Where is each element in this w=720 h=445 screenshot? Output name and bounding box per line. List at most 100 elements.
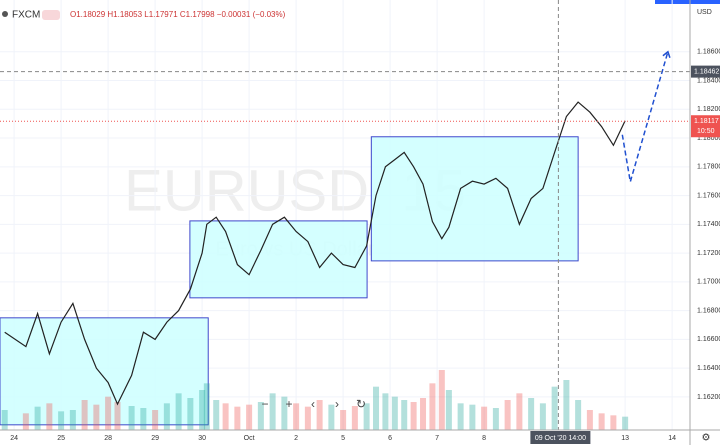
x-tick-label: 29: [151, 435, 159, 442]
volume-bar: [34, 406, 41, 430]
x-tick-label: 8: [482, 435, 486, 442]
volume-bar: [222, 403, 229, 430]
toolbar-button[interactable]: ↻: [356, 397, 366, 411]
volume-bar: [316, 400, 323, 430]
volume-bar: [340, 410, 347, 430]
volume-bar: [93, 404, 100, 430]
volume-bar: [551, 386, 558, 430]
toolbar-button[interactable]: ‹: [311, 397, 315, 411]
range-box: [189, 220, 368, 299]
x-tick-label: 25: [57, 435, 65, 442]
volume-bar: [234, 406, 241, 430]
volume-bar: [257, 402, 264, 430]
x-tick-label: 6: [388, 435, 392, 442]
volume-bar: [187, 398, 194, 430]
range-box: [0, 317, 209, 426]
y-tick-label: 1.18000: [697, 135, 720, 142]
y-tick-label: 1.16600: [697, 336, 720, 343]
volume-bar: [328, 404, 335, 430]
volume-bar: [504, 400, 511, 430]
volume-bar: [269, 393, 276, 430]
volume-bar: [163, 403, 170, 430]
volume-bar: [391, 396, 398, 430]
x-tick-label: 28: [104, 435, 112, 442]
x-tick-label: 14: [668, 435, 676, 442]
crosshair-x-label: 09 Oct '20 14:00: [535, 435, 586, 442]
toolbar-button[interactable]: ›: [335, 397, 339, 411]
x-tick-label: 5: [341, 435, 345, 442]
volume-bar: [114, 402, 121, 430]
volume-bar: [610, 415, 617, 430]
y-tick-label: 1.17400: [697, 221, 720, 228]
last-price-label: 1.18117: [694, 118, 719, 125]
toolbar-button[interactable]: −: [261, 397, 268, 411]
ohlc: O1.18029 H1.18053 L1.17971 C1.17998 −0.0…: [70, 10, 286, 19]
volume-bar: [445, 390, 452, 430]
crosshair-y-label: 1.18462: [694, 68, 719, 75]
y-tick-label: 1.17600: [697, 192, 720, 199]
y-tick-label: 1.17800: [697, 164, 720, 171]
top-strip: [655, 0, 720, 4]
y-tick-label: 1.17200: [697, 250, 720, 257]
toolbar-button[interactable]: +: [285, 397, 292, 411]
countdown: 10:50: [697, 128, 715, 135]
volume-bar: [575, 400, 582, 430]
volume-bar: [58, 411, 65, 430]
y-tick-label: 1.18600: [697, 49, 720, 56]
y-tick-label: 1.17000: [697, 279, 720, 286]
volume-bar: [528, 398, 535, 430]
arrow-head: [662, 50, 671, 59]
volume-bar: [457, 403, 464, 430]
volume-bar: [469, 404, 476, 430]
volume-bar: [492, 408, 499, 430]
volume-bar: [246, 404, 253, 430]
volume-bar: [563, 380, 570, 430]
volume-bar: [539, 403, 546, 430]
range-box: [370, 136, 579, 262]
volume-bar: [363, 403, 370, 430]
y-tick-label: 1.16200: [697, 394, 720, 401]
volume-bar: [293, 403, 300, 430]
badge: [42, 10, 60, 20]
volume-bar: [481, 406, 488, 430]
volume-bar: [429, 383, 436, 430]
last-price-bg: [691, 115, 720, 138]
volume-bar: [420, 398, 427, 430]
volume-bar: [304, 406, 311, 430]
settings-icon[interactable]: ⚙: [702, 433, 711, 444]
volume-bar: [382, 393, 389, 430]
volume-bar: [105, 396, 112, 430]
volume-bar: [175, 393, 182, 430]
symbol: FXCM: [12, 10, 40, 21]
volume-bar: [199, 390, 206, 430]
volume-bar: [516, 393, 523, 430]
volume-bar: [128, 406, 135, 430]
volume-bar: [598, 413, 605, 430]
volume-bar: [622, 416, 629, 430]
volume-bar: [69, 410, 76, 430]
x-tick-label: 7: [435, 435, 439, 442]
x-tick-label: 30: [198, 435, 206, 442]
volume-bar: [410, 402, 417, 430]
volume-bar: [81, 400, 88, 430]
x-tick-label: Oct: [244, 435, 255, 442]
volume-bar: [140, 408, 147, 430]
volume-bar: [281, 396, 288, 430]
y-tick-label: 1.18200: [697, 106, 720, 113]
symbol-dot: [2, 11, 8, 17]
currency: USD: [697, 9, 712, 16]
x-tick-label: 24: [10, 435, 18, 442]
volume-bar: [46, 403, 53, 430]
volume-bar: [401, 400, 408, 430]
volume-bar: [1, 410, 8, 430]
projection-arrow: [621, 51, 669, 182]
volume-bar: [152, 410, 159, 430]
volume-bar: [213, 400, 220, 430]
crosshair-y-bg: [691, 65, 720, 78]
crosshair-x-bg: [530, 431, 591, 444]
x-tick-label: 13: [621, 435, 629, 442]
volume-bar: [586, 410, 593, 430]
volume-bar: [203, 383, 210, 430]
x-tick-label: 2: [294, 435, 298, 442]
